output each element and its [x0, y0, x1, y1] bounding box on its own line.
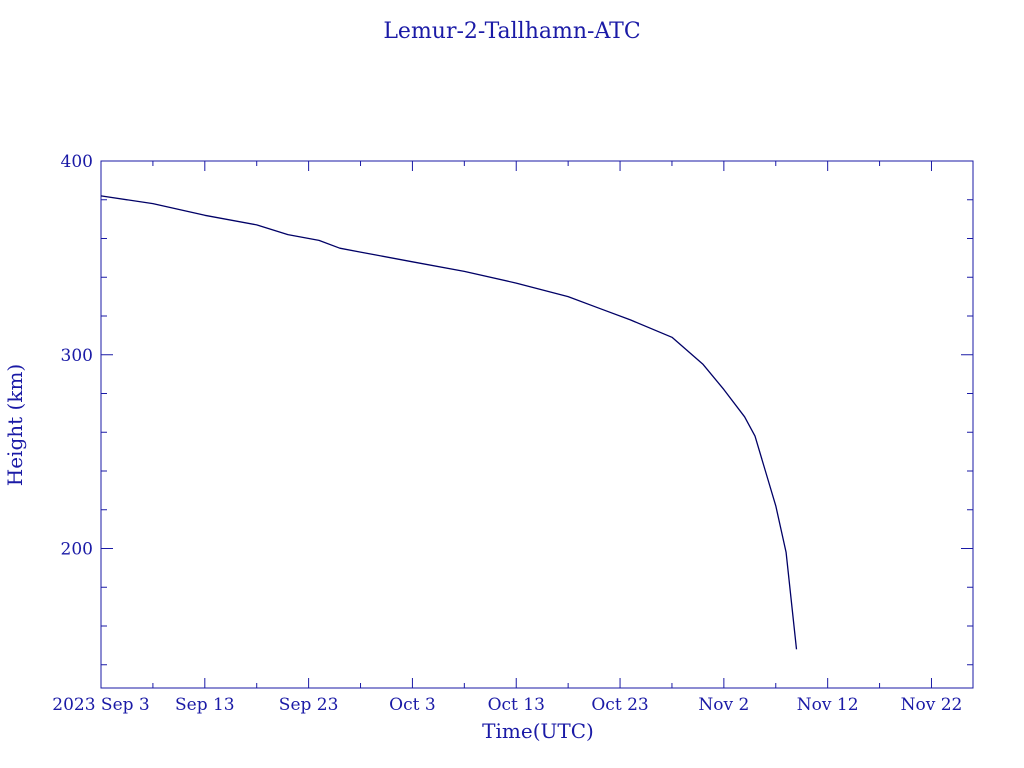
height-series-line: [100, 195, 798, 650]
x-tick-label: Oct 3: [389, 695, 436, 715]
x-tick-label: Oct 23: [591, 695, 648, 715]
x-tick-label: Sep 13: [175, 695, 235, 715]
series-layer: [100, 195, 798, 650]
x-tick-label: Nov 22: [901, 695, 963, 715]
chart-title: Lemur-2-Tallhamn-ATC: [383, 19, 640, 44]
x-tick-label: 2023 Sep 3: [52, 695, 149, 715]
x-tick-label: Oct 13: [488, 695, 545, 715]
x-tick-label: Nov 2: [698, 695, 749, 715]
x-tick-label: Nov 12: [797, 695, 859, 715]
y-axis-label: Height (km): [3, 364, 27, 486]
y-tick-label: 300: [61, 346, 93, 366]
x-axis-label: Time(UTC): [482, 719, 594, 743]
x-axis-ticks: 2023 Sep 3 Sep 13 Sep 23 Oct 3 Oct 13 Oct 23 N…: [52, 161, 962, 715]
y-axis-ticks: 200 300 400: [61, 152, 973, 666]
y-tick-label: 400: [61, 152, 93, 172]
plot-frame: [100, 160, 974, 689]
x-tick-label: Sep 23: [279, 695, 339, 715]
y-tick-label: 200: [61, 540, 93, 560]
